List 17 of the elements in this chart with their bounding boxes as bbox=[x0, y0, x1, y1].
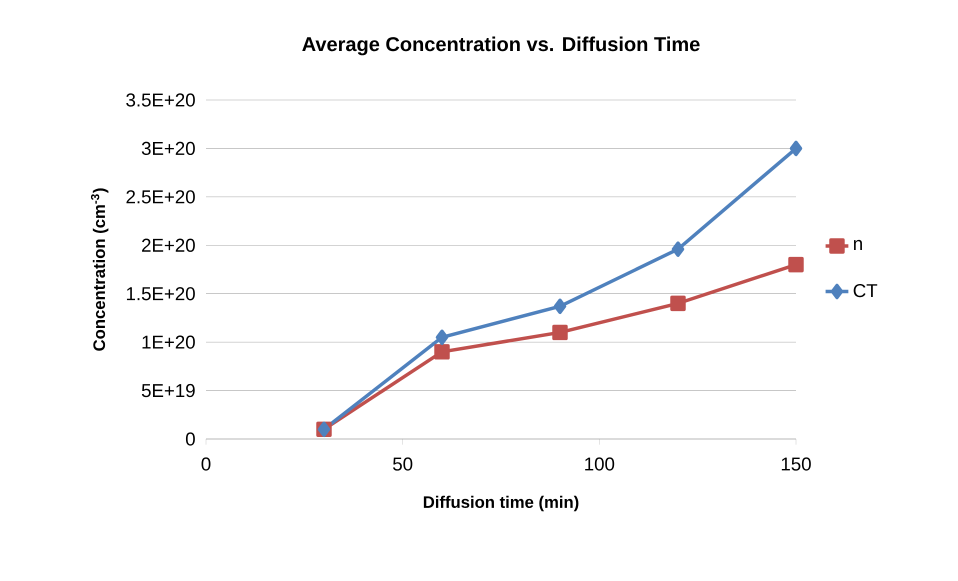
chart-title: Average Concentration vs. Diffusion Time bbox=[302, 36, 700, 56]
y-tick-label: 1.5E+20 bbox=[126, 287, 195, 300]
x-tick-label: 150 bbox=[782, 457, 811, 471]
y-tick-label: 2E+20 bbox=[142, 238, 195, 252]
y-tick-label: 3.5E+20 bbox=[126, 93, 195, 107]
x-tick-label: 50 bbox=[393, 457, 412, 471]
x-tick-label: 100 bbox=[585, 457, 614, 471]
y-tick-label: 3E+20 bbox=[142, 142, 195, 156]
x-tick-label: 0 bbox=[202, 457, 210, 471]
y-tick-label: 0 bbox=[186, 432, 195, 446]
y-tick-label: 5E+19 bbox=[142, 384, 195, 398]
y-axis-title: Concentration (cm$^{-3}$) bbox=[90, 188, 108, 351]
y-tick-label: 2.5E+20 bbox=[126, 190, 195, 204]
legend-label: n bbox=[854, 240, 862, 250]
y-tick-label: 1E+20 bbox=[142, 336, 195, 349]
x-axis-title: Diffusion time (min) bbox=[424, 496, 578, 512]
legend-label: CT bbox=[854, 284, 878, 298]
